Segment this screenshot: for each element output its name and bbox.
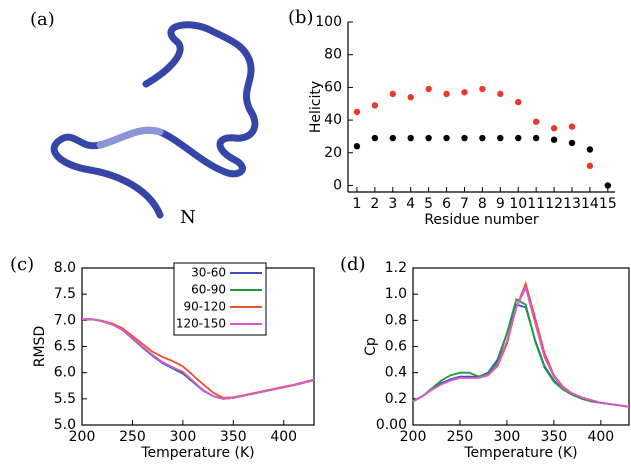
x-tick-label: 4 [406,196,415,212]
data-point [353,143,361,150]
y-tick-label: 0 [333,177,342,193]
data-point [443,134,450,142]
x-tick-label: 15 [599,196,617,212]
legend-label: 120-150 [176,317,226,331]
y-tick-label: 7.0 [54,312,76,328]
data-point [532,118,540,125]
data-point [586,146,594,153]
data-point [479,134,486,142]
x-tick-label: 11 [527,196,545,212]
data-point [550,125,558,132]
data-point [515,134,522,142]
protein-ribbon [50,21,259,219]
x-tick-label: 1 [352,196,361,212]
data-point [532,134,540,142]
x-tick-label: 5 [424,196,433,212]
data-point [497,134,504,142]
x-tick-label: 14 [581,196,599,212]
x-tick-label: 9 [496,196,505,212]
data-point [586,162,594,170]
y-tick-label: 40 [324,112,342,128]
y-axis-label: Cp [363,337,379,356]
x-tick-label: 8 [478,196,487,212]
panel-label: (d) [340,254,366,275]
x-tick-label: 2 [370,196,379,212]
x-tick-label: 10 [509,196,527,212]
data-point [568,139,576,147]
data-point [371,102,379,109]
data-point [425,134,432,142]
data-point [407,134,414,142]
data-line [412,285,630,408]
data-point [389,134,396,142]
x-tick-label: 300 [494,429,521,445]
y-tick-label: 20 [324,145,342,161]
terminus-label: N [180,207,196,228]
x-tick-label: 6 [442,196,451,212]
data-point [407,93,414,101]
panel-label: (b) [288,7,314,28]
data-line [412,303,630,408]
data-point [479,85,486,93]
x-tick-label: 7 [460,196,469,212]
x-tick-label: 300 [170,429,197,445]
x-axis-label: Temperature (K) [140,445,254,461]
legend-label: 30-60 [191,266,226,280]
y-tick-label: 6.5 [54,339,76,355]
data-point [461,89,468,96]
x-tick-label: 400 [270,429,297,445]
x-tick-label: 350 [541,429,568,445]
y-tick-label: 0.2 [385,391,407,407]
x-tick-label: 13 [563,196,581,212]
x-tick-label: 12 [545,196,563,212]
x-axis-label: Temperature (K) [463,445,577,461]
data-line [412,298,630,408]
legend-label: 60-90 [191,283,226,297]
y-tick-label: 0.6 [385,339,407,355]
x-tick-label: 200 [400,429,427,445]
panel-label: (c) [10,254,34,275]
data-point [389,90,396,98]
legend-label: 90-120 [183,300,226,314]
y-tick-label: 7.5 [54,286,76,302]
y-tick-label: 8.0 [54,260,76,276]
x-tick-label: 3 [388,196,397,212]
y-tick-label: 60 [324,79,342,95]
data-point [497,90,504,98]
y-axis-label: RMSD [32,326,48,367]
x-tick-label: 200 [69,429,96,445]
x-tick-label: 350 [220,429,247,445]
y-tick-label: 0.00 [376,417,407,433]
y-tick-label: 100 [315,14,342,30]
y-tick-label: 5.0 [54,417,76,433]
data-point [353,108,361,116]
data-point [371,134,379,142]
y-tick-label: 80 [324,47,342,63]
y-tick-label: 5.5 [54,391,76,407]
data-point [604,182,612,189]
data-point [443,90,450,98]
y-tick-label: 6.0 [54,365,76,381]
data-point [425,85,432,93]
y-tick-label: 0.8 [385,312,407,328]
data-point [515,98,522,106]
y-axis-label: Helicity [308,81,324,133]
x-axis-label: Residue number [424,212,539,228]
x-tick-label: 250 [447,429,474,445]
y-tick-label: 1.0 [385,286,407,302]
data-line [82,318,315,400]
data-point [461,134,468,142]
y-tick-label: 1.2 [385,260,407,276]
data-point [568,123,576,130]
x-tick-label: 400 [587,429,614,445]
x-tick-label: 250 [119,429,146,445]
y-tick-label: 0.4 [385,365,407,381]
panel-label: (a) [30,9,55,30]
data-point [550,136,558,143]
